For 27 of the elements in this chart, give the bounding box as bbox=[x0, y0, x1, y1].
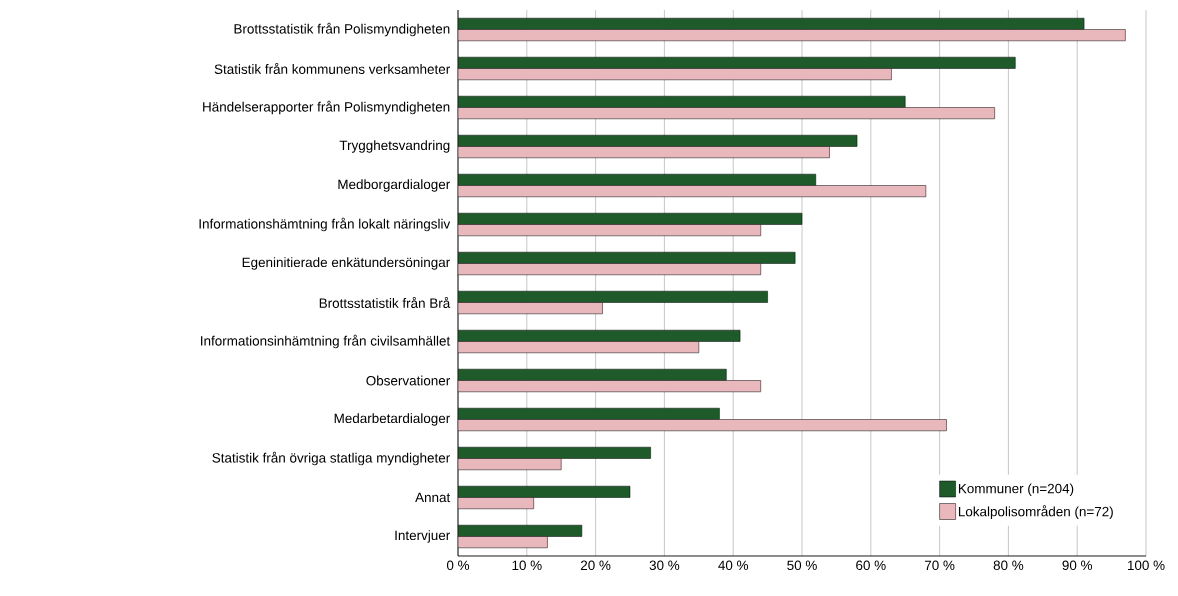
x-tick-label: 20 % bbox=[580, 560, 611, 571]
y-tick-label: Intervjuer bbox=[395, 530, 450, 543]
y-tick-label: Brottsstatistik från Polismyndigheten bbox=[234, 22, 450, 37]
x-tick-label: 10 % bbox=[512, 560, 542, 571]
x-tick-label: 0 % bbox=[446, 560, 470, 571]
y-tick-label: Informationsinhämtning från civilsamhället bbox=[201, 334, 451, 349]
legend-label: Kommuner (n=204) bbox=[958, 483, 1074, 496]
x-tick-label: 30 % bbox=[649, 560, 680, 571]
x-tick-label: 100 % bbox=[1127, 560, 1165, 571]
x-tick-label: 90 % bbox=[1062, 560, 1093, 571]
x-tick-label: 70 % bbox=[924, 560, 955, 571]
x-tick-label: 50 % bbox=[787, 560, 817, 571]
y-tick-label: Egeninitierade enkätundersöningar bbox=[242, 257, 450, 270]
y-tick-label: Brottsstatistik från Brå bbox=[319, 297, 451, 308]
legend-label: Lokalpolisområden (n=72) bbox=[958, 505, 1113, 519]
y-tick-label: Observationer bbox=[366, 375, 450, 386]
y-tick-label: Statistik från kommunens verksamheter bbox=[214, 63, 450, 74]
y-tick-label: Statistik från övriga statliga myndigheter bbox=[212, 451, 450, 466]
x-tick-label: 80 % bbox=[993, 560, 1024, 571]
y-tick-label: Informationshämtning från lokalt näringsliv bbox=[199, 217, 451, 232]
y-tick-label: Trygghetsvandring bbox=[339, 140, 450, 153]
y-tick-label: Medarbetardialoger bbox=[334, 413, 450, 426]
y-tick-label: Händelserapporter från Polismyndigheten bbox=[203, 100, 450, 115]
x-tick-label: 60 % bbox=[856, 560, 886, 571]
y-tick-label: Annat bbox=[415, 492, 451, 503]
y-tick-label: Medborgardialoger bbox=[338, 179, 450, 192]
x-tick-label: 40 % bbox=[718, 560, 749, 571]
